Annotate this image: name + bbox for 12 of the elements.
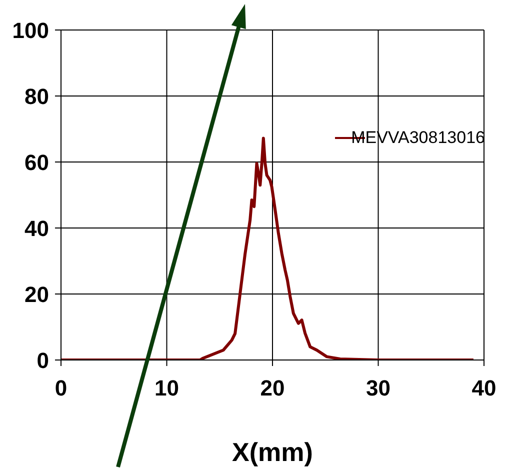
x-tick-label: 40	[472, 376, 496, 401]
y-tick-label: 80	[24, 84, 49, 109]
x-tick-label: 30	[366, 376, 390, 401]
y-tick-label: 40	[24, 216, 49, 241]
x-tick-label: 20	[260, 376, 285, 401]
x-tick-label: 0	[54, 376, 68, 401]
y-tick-label: 0	[36, 348, 49, 373]
y-tick-label: 100	[12, 18, 49, 43]
y-tick-label: 20	[24, 282, 49, 307]
x-tick-label: 10	[154, 376, 179, 401]
x-axis-title: X(mm)	[232, 437, 313, 467]
y-tick-label: 60	[24, 150, 49, 175]
